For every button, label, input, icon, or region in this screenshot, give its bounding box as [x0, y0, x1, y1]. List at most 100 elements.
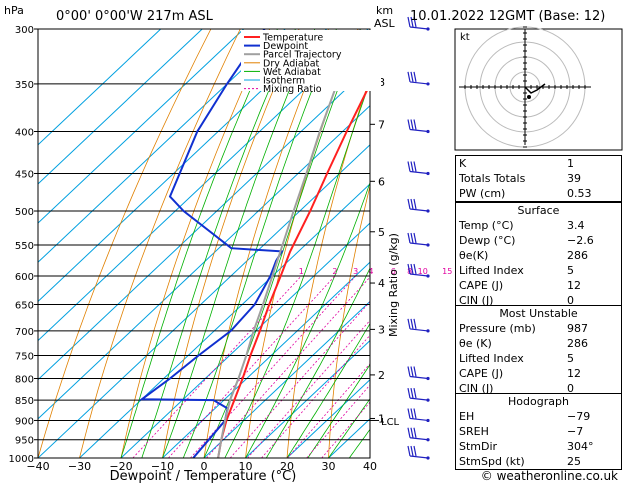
temperature-tick-label: −20 — [109, 460, 132, 473]
plot-frame — [37, 28, 371, 459]
wind-barb — [407, 445, 430, 460]
most-unstable-table: Most Unstable Pressure (mb) 987 θe (K) 286 L… — [455, 305, 622, 397]
hodograph-trace — [524, 83, 546, 94]
dry-adiabat-line — [120, 29, 271, 458]
hodograph-plot: kt — [454, 26, 623, 151]
km-tick-label: 7 — [378, 118, 385, 131]
legend-label: Temperature — [262, 33, 323, 44]
km-tick-label: 6 — [378, 175, 385, 188]
wind-barb — [407, 161, 430, 176]
table-row: Totals Totals 39 — [456, 171, 621, 186]
row-label: StmSpd (kt) — [459, 455, 525, 468]
hpa-label: hPa — [4, 4, 24, 17]
row-value: 25 — [567, 455, 581, 468]
hodograph-kt-label: kt — [460, 32, 470, 43]
isotherm-line — [38, 29, 369, 342]
wet-adiabat-line — [328, 398, 370, 458]
temperature-profile — [217, 82, 370, 458]
mixing-ratio-line — [261, 334, 370, 458]
row-value: −2.6 — [567, 234, 594, 247]
asl-label: ASL — [374, 17, 396, 30]
row-value: 5 — [567, 352, 574, 365]
table-row: Pressure (mb) 987 — [456, 321, 621, 336]
temperature-tick-label: 20 — [280, 460, 294, 473]
mixing-ratio-label: 15 — [442, 267, 452, 276]
surface-title: Surface — [517, 204, 560, 217]
row-label: CAPE (J) — [459, 367, 504, 380]
x-axis-title: Dewpoint / Temperature (°C) — [110, 469, 297, 484]
row-value: 12 — [567, 279, 581, 292]
row-label: SREH — [459, 425, 489, 438]
pressure-tick-label: 850 — [15, 396, 34, 407]
table-row: SREH −7 — [456, 424, 621, 439]
row-value: 12 — [567, 367, 581, 380]
row-label: Lifted Index — [459, 352, 524, 365]
pressure-tick-label: 450 — [15, 169, 34, 180]
row-label: Dewp (°C) — [459, 234, 516, 247]
row-value: 3.4 — [567, 219, 585, 232]
legend-label: Isotherm — [263, 76, 305, 87]
row-label: StmDir — [459, 440, 498, 453]
legend-label: Dry Adiabat — [263, 58, 320, 69]
isotherm-line — [162, 261, 370, 458]
pressure-tick-label: 900 — [15, 416, 34, 427]
mixing-ratio-line — [229, 301, 370, 458]
temperature-tick-label: −30 — [68, 460, 91, 473]
pressure-tick-label: 650 — [15, 301, 34, 312]
parcel-trajectory-profile — [217, 29, 361, 458]
temperature-tick-label: 10 — [239, 460, 253, 473]
temperature-tick-label: 0 — [201, 460, 208, 473]
isotherm-line — [203, 300, 370, 458]
pressure-tick-label: 750 — [15, 351, 34, 362]
credit: © weatheronline.co.uk — [481, 469, 618, 483]
table-row: StmSpd (kt) 25 — [456, 454, 621, 469]
wind-barb — [407, 366, 430, 381]
wet-adiabat-line — [286, 322, 370, 458]
isotherm-line — [120, 222, 370, 458]
table-row: CAPE (J) 12 — [456, 278, 621, 293]
mixing-ratio-line — [321, 401, 370, 458]
km-tick-label: 3 — [378, 323, 385, 336]
isotherm-line — [245, 339, 370, 458]
row-value: 0.53 — [567, 187, 592, 200]
wet-adiabat-line — [120, 29, 278, 458]
km-tick-label: 2 — [378, 369, 385, 382]
mixing-ratio-label: 10 — [418, 267, 428, 276]
legend-label: Wet Adiabat — [263, 67, 321, 78]
row-value: −7 — [567, 425, 584, 438]
mixing-ratio-label: 2 — [332, 267, 337, 276]
wind-barb — [407, 16, 430, 31]
mixing-ratio-label: 4 — [368, 267, 373, 276]
pressure-tick-label: 300 — [15, 25, 34, 36]
row-value: 5 — [567, 264, 574, 277]
row-label: θe(K) — [459, 249, 489, 262]
temperature-tick-label: −10 — [151, 460, 174, 473]
row-value: 0 — [567, 294, 574, 307]
wind-barb — [407, 119, 430, 134]
row-label: EH — [459, 410, 475, 423]
dry-adiabat-line — [79, 29, 241, 458]
legend-label: Parcel Trajectory — [263, 50, 342, 61]
temperature-tick-label: 40 — [363, 460, 377, 473]
isotherm-line — [38, 144, 370, 458]
dry-adiabat-line — [369, 439, 370, 458]
table-row: Temp (°C) 3.4 — [456, 218, 621, 233]
mixing-ratio-line — [168, 275, 336, 458]
table-row: Dewp (°C) −2.6 — [456, 233, 621, 248]
row-label: θe (K) — [459, 337, 492, 350]
row-value: 286 — [567, 249, 588, 262]
isotherm-line — [38, 29, 203, 185]
wind-barb — [407, 318, 430, 333]
hodograph-table: Hodograph EH −79 SREH −7 StmDir 304° StmSpd (k… — [455, 393, 622, 470]
table-row: Lifted Index 5 — [456, 263, 621, 278]
row-value: 286 — [567, 337, 588, 350]
indices-table: K 1 Totals Totals 39 PW (cm) 0.53 — [455, 155, 622, 202]
mixing-ratio-line — [206, 276, 370, 458]
legend-label: Mixing Ratio — [263, 84, 322, 95]
pressure-tick-label: 700 — [15, 327, 34, 338]
table-row: θe (K) 286 — [456, 336, 621, 351]
row-value: 39 — [567, 172, 581, 185]
wind-barb — [407, 263, 430, 278]
